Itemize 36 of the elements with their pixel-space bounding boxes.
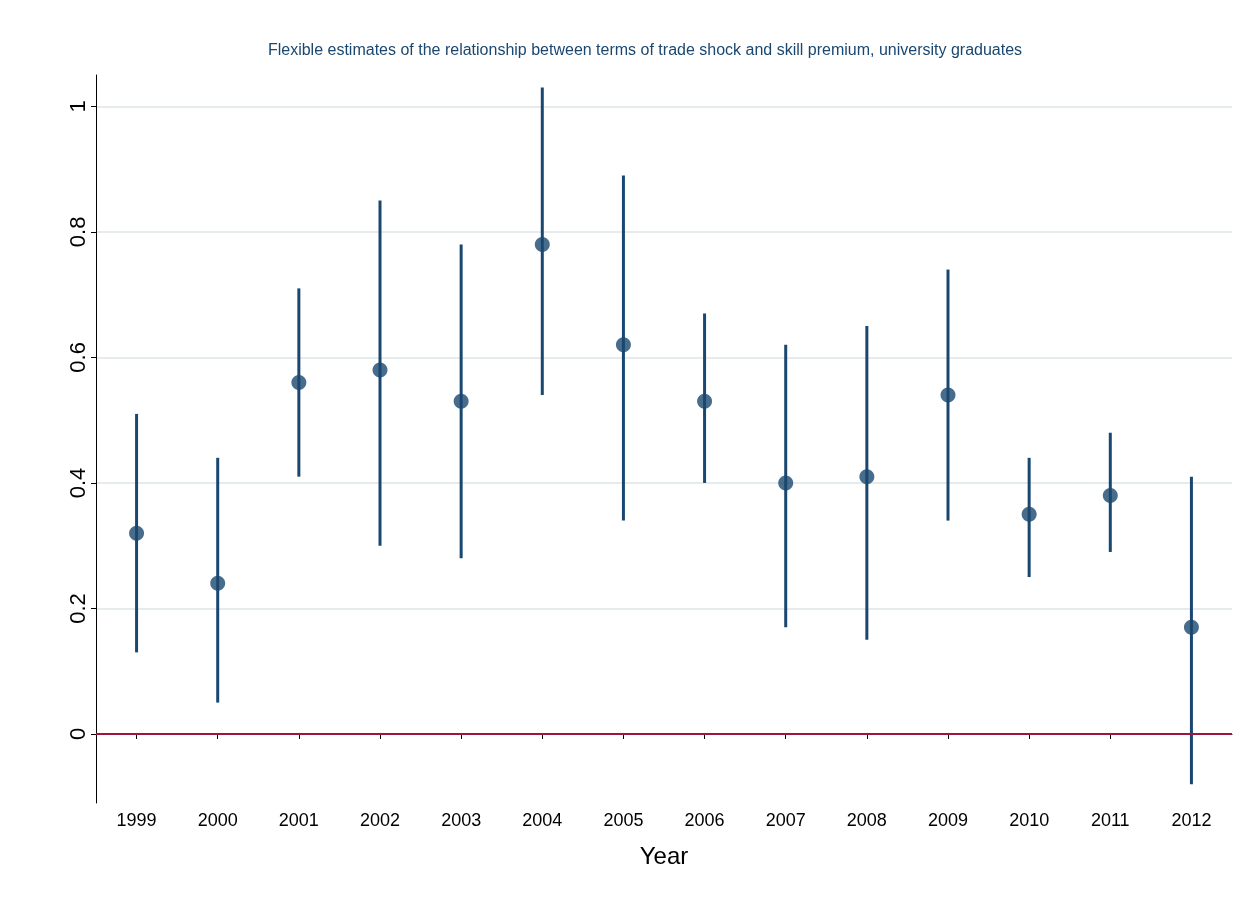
x-tick-label: 2010 bbox=[1009, 810, 1050, 830]
y-tick-label: 0.2 bbox=[64, 593, 90, 624]
y-tick-label: 0.8 bbox=[64, 216, 90, 248]
x-tick-label: 2008 bbox=[846, 810, 887, 830]
x-tick-label: 2007 bbox=[765, 810, 806, 830]
y-tick-label: 0.4 bbox=[64, 467, 90, 499]
x-tick-label: 2003 bbox=[441, 810, 482, 830]
point bbox=[859, 469, 875, 485]
point bbox=[778, 475, 794, 491]
x-axis-title: Year bbox=[639, 841, 689, 869]
point bbox=[697, 393, 713, 409]
chart-title: Flexible estimates of the relationship between terms of trade shock and skill premium, university graduates bbox=[267, 40, 1023, 58]
y-tick-label: 1 bbox=[64, 100, 90, 113]
point bbox=[453, 393, 469, 409]
x-tick-label: 2001 bbox=[278, 810, 319, 830]
point bbox=[1183, 619, 1199, 635]
point bbox=[1102, 487, 1118, 503]
point bbox=[372, 362, 388, 378]
x-tick-label: 2011 bbox=[1090, 810, 1130, 830]
point bbox=[291, 375, 307, 391]
point bbox=[534, 236, 550, 252]
point bbox=[940, 387, 956, 403]
x-tick-label: 2006 bbox=[684, 810, 725, 830]
point bbox=[129, 525, 145, 541]
point bbox=[1021, 506, 1037, 522]
x-tick-label: 2009 bbox=[927, 810, 969, 830]
point bbox=[210, 575, 226, 591]
x-tick-label: 2002 bbox=[359, 810, 401, 830]
x-tick-label: 2004 bbox=[522, 810, 563, 830]
x-tick-label: 2005 bbox=[603, 810, 644, 830]
x-tick-label: 2012 bbox=[1171, 810, 1212, 830]
y-tick-label: 0 bbox=[64, 727, 90, 741]
x-tick-label: 2000 bbox=[197, 810, 238, 830]
point bbox=[615, 337, 631, 353]
x-tick-label: 1999 bbox=[116, 810, 157, 830]
y-tick-label: 0.6 bbox=[64, 342, 90, 373]
